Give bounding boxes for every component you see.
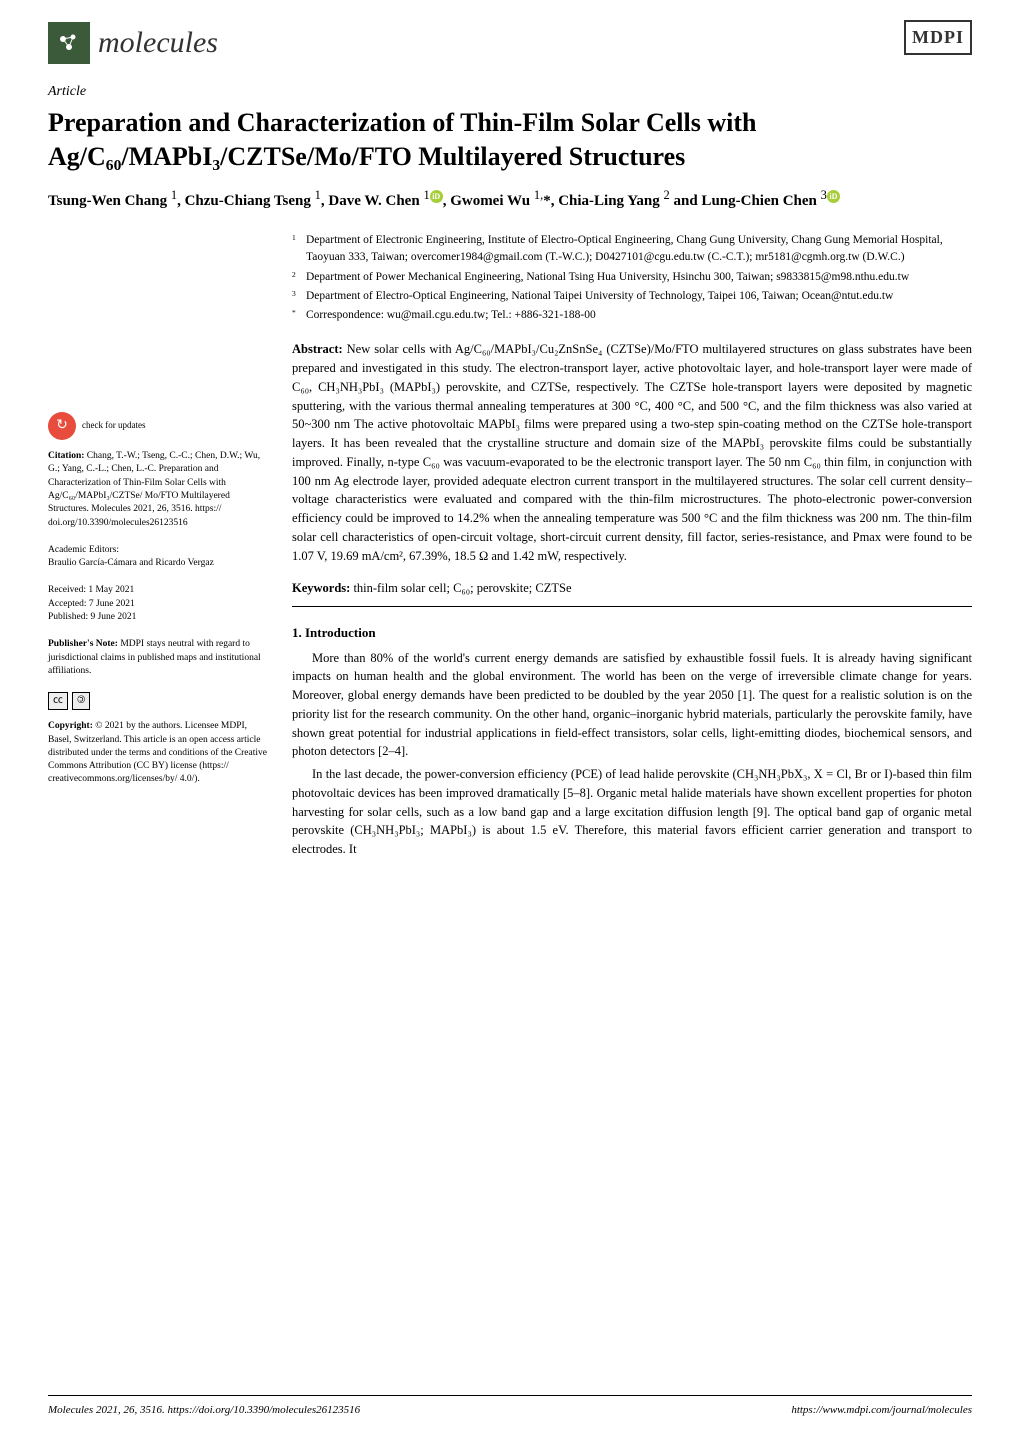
pubnote-label: Publisher's Note:	[48, 639, 118, 649]
affil-number: 1	[292, 232, 306, 267]
publishers-note-block: Publisher's Note: MDPI stays neutral wit…	[48, 638, 268, 678]
editors-block: Academic Editors: Braulio García-Cámara …	[48, 544, 268, 571]
cc-icon: ㏄	[48, 692, 68, 710]
citation-label: Citation:	[48, 451, 84, 461]
affil-text: Department of Power Mechanical Engineeri…	[306, 269, 948, 286]
article-title: Preparation and Characterization of Thin…	[0, 102, 1020, 186]
sidebar: ↻ check for updates Citation: Chang, T.-…	[48, 232, 268, 863]
abstract-text: New solar cells with Ag/C₆₀/MAPbI₃/Cu₂Zn…	[292, 342, 972, 562]
affiliation-row: 3Department of Electro-Optical Engineeri…	[292, 288, 948, 305]
abstract-label: Abstract:	[292, 342, 343, 356]
section-heading: 1. Introduction	[292, 623, 972, 643]
affil-number: 2	[292, 269, 306, 286]
body-paragraph: More than 80% of the world's current ene…	[292, 649, 972, 762]
affil-text: Department of Electro-Optical Engineerin…	[306, 288, 948, 305]
article-type: Article	[0, 73, 1020, 102]
copyright-block: Copyright: © 2021 by the authors. Licens…	[48, 720, 268, 786]
body-paragraph: In the last decade, the power-conversion…	[292, 765, 972, 859]
keywords: Keywords: thin-film solar cell; C₆₀; per…	[292, 579, 972, 598]
publisher-logo: MDPI	[904, 20, 972, 55]
affiliations: 1Department of Electronic Engineering, I…	[292, 232, 972, 324]
journal-name: molecules	[98, 20, 218, 65]
authors: Tsung-Wen Chang 1, Chzu-Chiang Tseng 1, …	[0, 186, 1020, 233]
affil-number: *	[292, 307, 306, 324]
affiliation-row: 1Department of Electronic Engineering, I…	[292, 232, 948, 267]
keywords-label: Keywords:	[292, 581, 350, 595]
footer-left: Molecules 2021, 26, 3516. https://doi.or…	[48, 1402, 360, 1419]
affiliation-row: *Correspondence: wu@mail.cgu.edu.tw; Tel…	[292, 307, 948, 324]
header: molecules MDPI	[0, 0, 1020, 73]
editors-label: Academic Editors:	[48, 544, 268, 557]
journal-logo: molecules	[48, 20, 218, 65]
citation-text: Chang, T.-W.; Tseng, C.-C.; Chen, D.W.; …	[48, 451, 260, 527]
keywords-text: thin-film solar cell; C₆₀; perovskite; C…	[353, 581, 571, 595]
received-date: Received: 1 May 2021	[48, 584, 268, 597]
check-updates[interactable]: ↻ check for updates	[48, 412, 268, 440]
editors-text: Braulio García-Cámara and Ricardo Vergaz	[48, 557, 268, 570]
footer: Molecules 2021, 26, 3516. https://doi.or…	[48, 1395, 972, 1419]
divider	[292, 606, 972, 607]
affiliation-row: 2Department of Power Mechanical Engineer…	[292, 269, 948, 286]
check-updates-label: check for updates	[82, 421, 145, 431]
copyright-label: Copyright:	[48, 721, 93, 731]
citation-block: Citation: Chang, T.-W.; Tseng, C.-C.; Ch…	[48, 450, 268, 530]
by-icon: 🄯	[72, 692, 90, 710]
cc-license: ㏄ 🄯	[48, 692, 268, 710]
molecules-icon	[48, 22, 90, 64]
main-content: 1Department of Electronic Engineering, I…	[292, 232, 972, 863]
footer-right: https://www.mdpi.com/journal/molecules	[791, 1402, 972, 1419]
affil-text: Correspondence: wu@mail.cgu.edu.tw; Tel.…	[306, 307, 948, 324]
dates-block: Received: 1 May 2021 Accepted: 7 June 20…	[48, 584, 268, 624]
abstract: Abstract: New solar cells with Ag/C₆₀/MA…	[292, 340, 972, 565]
accepted-date: Accepted: 7 June 2021	[48, 598, 268, 611]
check-updates-icon: ↻	[48, 412, 76, 440]
affil-number: 3	[292, 288, 306, 305]
published-date: Published: 9 June 2021	[48, 611, 268, 624]
affil-text: Department of Electronic Engineering, In…	[306, 232, 948, 267]
